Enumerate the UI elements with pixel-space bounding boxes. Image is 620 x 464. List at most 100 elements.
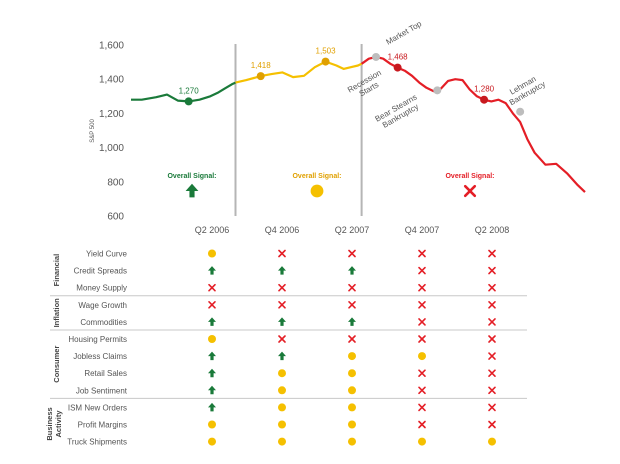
signal-circle-icon [278, 403, 286, 412]
signal-up-icon [208, 368, 216, 378]
group-name-text: Activity [54, 410, 63, 438]
signal-x-icon [418, 369, 426, 378]
group-name: Consumer [52, 346, 61, 383]
data-point-marker [184, 97, 193, 106]
indicator-label: Yield Curve [86, 250, 128, 259]
y-tick-label: 1,000 [99, 143, 124, 154]
signal-x-icon [418, 386, 426, 395]
signal-x-icon [348, 300, 356, 309]
data-point-marker [393, 63, 402, 72]
x-stroke [278, 283, 286, 292]
event-label: Market Top [385, 19, 424, 47]
x-stroke [418, 335, 426, 343]
signal-x-icon [348, 249, 356, 258]
signal-circle-icon [208, 437, 216, 446]
overall-signal-icon [185, 183, 199, 198]
x-stroke [488, 318, 496, 326]
x-stroke [418, 300, 426, 309]
signal-up-icon [208, 351, 216, 361]
x-stroke [488, 249, 496, 258]
signal-circle-icon [488, 437, 496, 446]
data-point-marker [480, 95, 489, 104]
x-stroke [418, 266, 426, 275]
signal-x-icon [418, 335, 426, 343]
signal-x-icon [488, 420, 496, 429]
signal-circle-icon [348, 437, 356, 446]
x-stroke [348, 300, 356, 309]
x-stroke [278, 300, 286, 309]
signal-circle-icon [348, 403, 356, 412]
signal-x-icon [488, 300, 496, 309]
x-stroke [418, 420, 426, 429]
signal-x-icon [488, 318, 496, 326]
signal-x-icon [488, 352, 496, 360]
group-name-text: Inflation [52, 298, 61, 328]
signal-x-icon [418, 266, 426, 275]
x-stroke [463, 184, 477, 198]
group-name: Inflation [52, 298, 61, 328]
x-stroke [488, 283, 496, 292]
signal-circle-icon [208, 420, 216, 429]
y-tick-label: 1,400 [99, 75, 124, 86]
signal-circle-icon [348, 352, 356, 361]
y-tick-label: 1,600 [99, 41, 124, 52]
x-stroke [488, 403, 496, 412]
indicator-label: Money Supply [76, 284, 127, 293]
signal-x-icon [418, 300, 426, 309]
overall-signal-label: Overall Signal: [167, 173, 216, 180]
series-line-green [131, 81, 236, 103]
x-stroke [488, 300, 496, 309]
signal-x-icon [348, 283, 356, 292]
x-tick-label: Q2 2007 [335, 225, 370, 235]
x-stroke [208, 283, 216, 292]
x-stroke [418, 318, 426, 326]
signal-circle-icon [348, 420, 356, 429]
signal-circle-icon [348, 386, 356, 395]
signal-circle-icon [208, 335, 216, 343]
signal-circle-icon [208, 249, 216, 258]
series-line-red [360, 55, 586, 193]
group-name: Business Activity [45, 407, 63, 440]
x-stroke [488, 420, 496, 429]
event-marker [433, 86, 442, 95]
signal-circle-icon [278, 386, 286, 395]
signal-up-icon [278, 351, 286, 361]
y-tick-label: 800 [107, 177, 124, 188]
indicator-label: Commodities [80, 318, 127, 327]
signal-up-icon [278, 317, 286, 326]
indicator-label: Retail Sales [84, 369, 127, 378]
indicator-label: Truck Shipments [67, 438, 127, 447]
signal-x-icon [208, 283, 216, 292]
group-name: Financial [52, 254, 61, 287]
signal-x-icon [488, 335, 496, 343]
x-stroke [488, 352, 496, 360]
x-stroke [418, 369, 426, 378]
signal-x-icon [488, 386, 496, 395]
y-tick-label: 600 [107, 212, 124, 223]
overall-signal-label: Overall Signal: [445, 173, 494, 180]
indicator-label: ISM New Orders [68, 403, 127, 412]
signal-x-icon [418, 318, 426, 326]
x-tick-label: Q2 2008 [475, 225, 510, 235]
event-marker [372, 52, 381, 61]
data-point-label: 1,280 [474, 85, 495, 94]
signal-x-icon [488, 403, 496, 412]
x-stroke [488, 386, 496, 395]
y-tick-label: 1,200 [99, 109, 124, 120]
x-stroke [418, 249, 426, 258]
x-stroke [208, 300, 216, 309]
signal-x-icon [488, 369, 496, 378]
signal-circle-icon [278, 369, 286, 378]
indicator-label: Housing Permits [68, 335, 127, 344]
event-marker [516, 107, 525, 116]
overall-signal-label: Overall Signal: [292, 173, 341, 180]
signal-circle-icon [418, 352, 426, 361]
indicator-label: Jobless Claims [73, 352, 127, 361]
signal-x-icon [348, 335, 356, 343]
signal-circle-icon [278, 420, 286, 429]
signal-x-icon [278, 335, 286, 343]
group-name-text: Consumer [52, 346, 61, 383]
